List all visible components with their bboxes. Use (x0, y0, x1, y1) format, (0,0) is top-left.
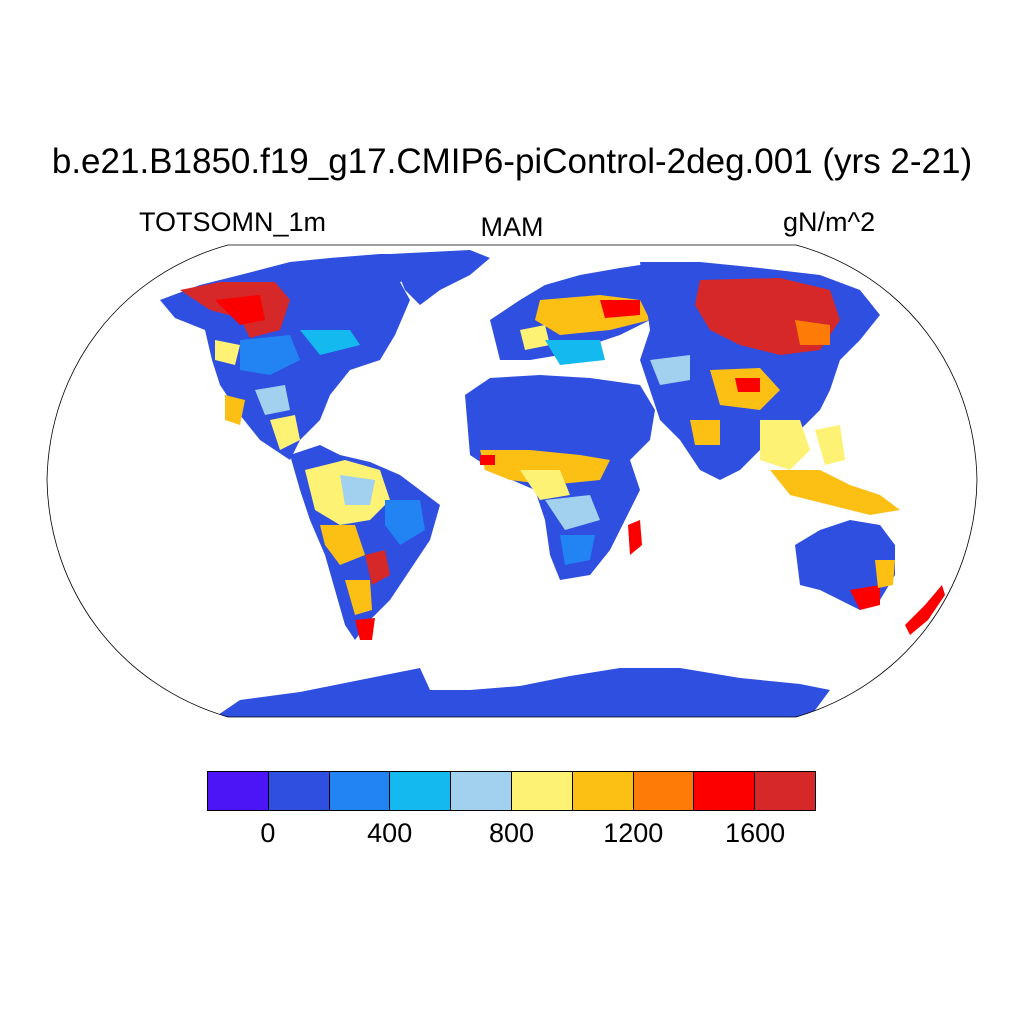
colorbar-box (572, 772, 634, 810)
colorbar-tick-label: 1200 (603, 818, 664, 848)
se-asia-islands (770, 470, 900, 515)
colorbar-box (755, 772, 815, 810)
greenland (390, 250, 490, 305)
colorbar-box (694, 772, 756, 810)
season-label: MAM (480, 212, 544, 242)
colorbar-box (329, 772, 391, 810)
colorbar-tick-label: 1600 (725, 818, 786, 848)
map-fill-layer (160, 250, 945, 717)
antarctica (215, 668, 830, 717)
colorbar (207, 771, 816, 811)
colorbar-box (208, 772, 269, 810)
colorbar-tick-label: 400 (367, 818, 413, 848)
colorbar-box (390, 772, 452, 810)
units-label: gN/m^2 (783, 207, 876, 237)
colorbar-tick-label: 0 (260, 818, 276, 848)
colorbar-tick-label: 800 (488, 818, 535, 848)
new-zealand (905, 585, 945, 635)
colorbar-box (511, 772, 573, 810)
globe-outline (46, 244, 978, 718)
colorbar-box (268, 772, 330, 810)
madagascar (628, 520, 642, 555)
colorbar-labels: 0 400 800 1200 1600 (0, 818, 1024, 858)
chart-title: b.e21.B1850.f19_g17.CMIP6-piControl-2deg… (51, 142, 973, 181)
colorbar-box (633, 772, 695, 810)
colorbar-box (451, 772, 512, 810)
variable-label: TOTSOMN_1m (139, 207, 327, 237)
